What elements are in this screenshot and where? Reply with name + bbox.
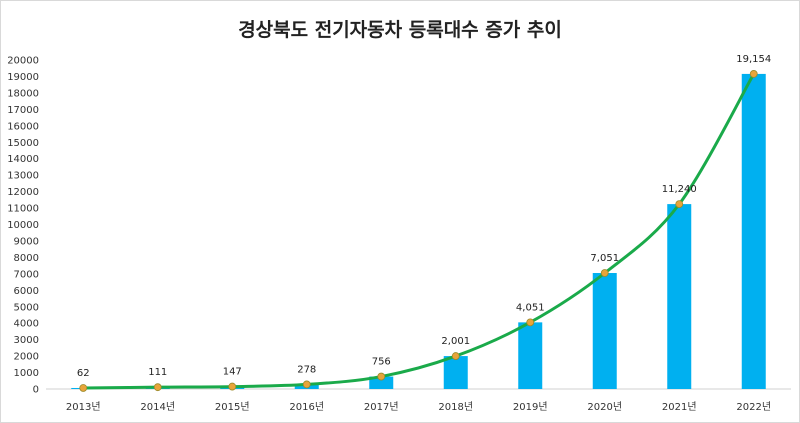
x-tick-label: 2020년 xyxy=(587,401,622,413)
y-tick-label: 18000 xyxy=(7,88,39,99)
y-tick-label: 2000 xyxy=(14,352,39,363)
y-tick-label: 17000 xyxy=(7,105,39,116)
y-tick-label: 4000 xyxy=(14,319,39,330)
data-point-marker xyxy=(302,380,311,389)
y-tick-label: 3000 xyxy=(14,335,39,346)
bar xyxy=(592,273,617,389)
x-tick-label: 2018년 xyxy=(438,401,473,413)
x-tick-label: 2015년 xyxy=(215,401,250,413)
data-point-marker xyxy=(79,384,88,392)
y-tick-label: 13000 xyxy=(7,171,39,182)
x-tick-label: 2014년 xyxy=(140,401,175,413)
data-point-marker xyxy=(377,372,386,381)
y-tick-label: 12000 xyxy=(7,187,39,198)
data-label: 19,154 xyxy=(736,54,771,65)
data-point-marker xyxy=(451,352,460,360)
y-tick-label: 5000 xyxy=(14,302,39,313)
y-tick-label: 11000 xyxy=(7,204,39,215)
bar xyxy=(369,376,394,389)
data-label: 4,051 xyxy=(516,302,545,313)
x-tick-label: 2013년 xyxy=(66,401,101,413)
data-point-marker xyxy=(749,70,758,78)
y-tick-label: 14000 xyxy=(7,154,39,165)
y-tick-label: 20000 xyxy=(7,56,39,67)
data-point-marker xyxy=(675,200,684,209)
x-tick-label: 2016년 xyxy=(289,401,324,413)
data-label: 62 xyxy=(77,368,90,379)
y-tick-label: 8000 xyxy=(14,253,39,264)
y-tick-label: 1000 xyxy=(14,368,39,379)
x-tick-label: 2019년 xyxy=(513,401,548,413)
data-label: 7,051 xyxy=(590,253,619,264)
y-tick-label: 15000 xyxy=(7,138,39,149)
y-tick-label: 19000 xyxy=(7,72,39,83)
y-tick-label: 16000 xyxy=(7,121,39,132)
bar xyxy=(443,356,468,389)
data-label: 278 xyxy=(297,364,316,375)
data-label: 756 xyxy=(372,357,391,368)
data-point-marker xyxy=(228,382,237,391)
bar xyxy=(667,204,692,389)
x-tick-label: 2017년 xyxy=(364,401,399,413)
data-point-marker xyxy=(600,269,609,277)
trend-line xyxy=(83,73,756,390)
y-tick-label: 6000 xyxy=(14,286,39,297)
bar xyxy=(741,73,766,390)
y-tick-label: 7000 xyxy=(14,269,39,280)
bar xyxy=(518,322,543,389)
data-label: 11,240 xyxy=(662,184,697,195)
data-label: 147 xyxy=(223,367,242,378)
x-tick-label: 2022년 xyxy=(736,401,771,413)
y-tick-label: 9000 xyxy=(14,236,39,247)
data-label: 2,001 xyxy=(441,336,470,347)
y-tick-label: 0 xyxy=(33,385,39,396)
data-point-marker xyxy=(153,383,162,392)
data-point-marker xyxy=(526,318,535,327)
x-tick-label: 2021년 xyxy=(662,401,697,413)
chart-title: 경상북도 전기자동차 등록대수 증가 추이 xyxy=(238,19,562,41)
y-tick-label: 10000 xyxy=(7,220,39,231)
data-label: 111 xyxy=(148,367,167,378)
